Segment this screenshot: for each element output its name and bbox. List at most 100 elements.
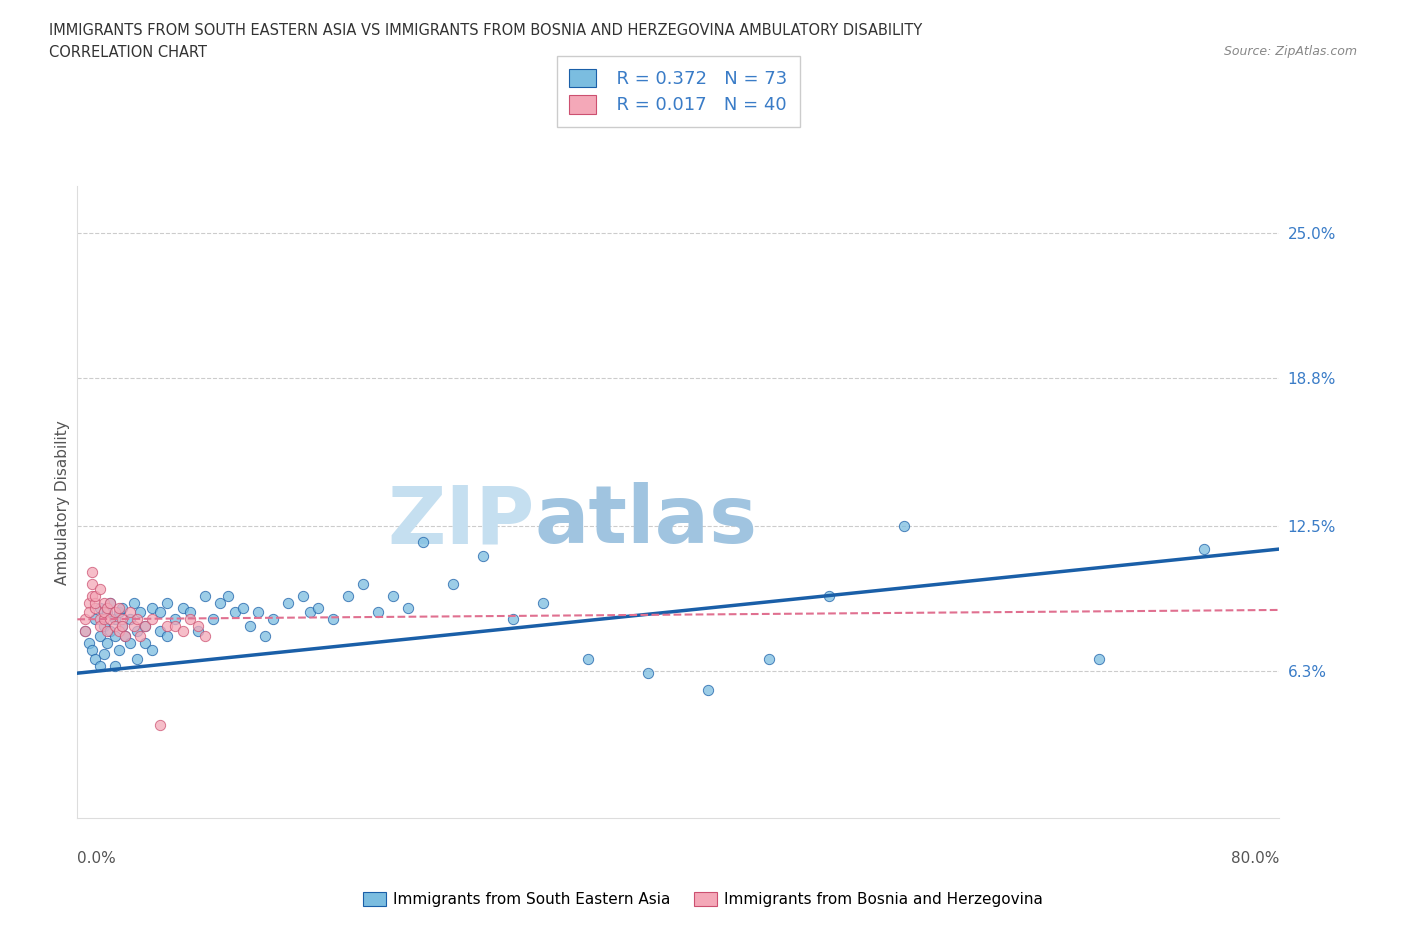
Point	[336, 589, 359, 604]
Point	[156, 629, 179, 644]
Point	[104, 612, 127, 627]
Point	[224, 604, 246, 619]
Point	[209, 595, 232, 610]
Point	[472, 549, 495, 564]
Point	[149, 604, 172, 619]
Point	[118, 604, 141, 619]
Point	[1194, 541, 1216, 556]
Point	[114, 629, 136, 644]
Point	[96, 604, 118, 619]
Point	[141, 612, 163, 627]
Point	[82, 643, 104, 658]
Point	[73, 624, 96, 639]
Point	[93, 604, 115, 619]
Point	[127, 624, 149, 639]
Point	[246, 604, 269, 619]
Point	[352, 577, 374, 591]
Point	[114, 629, 136, 644]
Point	[149, 624, 172, 639]
Point	[124, 618, 146, 633]
Point	[108, 600, 131, 615]
Point	[93, 612, 115, 627]
Point	[381, 589, 404, 604]
Point	[502, 612, 524, 627]
Point	[307, 600, 329, 615]
Point	[156, 595, 179, 610]
Point	[194, 589, 217, 604]
Point	[637, 666, 659, 681]
Point	[367, 604, 389, 619]
Point	[141, 643, 163, 658]
Point	[194, 629, 217, 644]
Point	[127, 652, 149, 667]
Point	[82, 589, 104, 604]
Point	[96, 635, 118, 650]
Point	[124, 595, 146, 610]
Point	[118, 635, 141, 650]
Point	[201, 612, 224, 627]
Text: IMMIGRANTS FROM SOUTH EASTERN ASIA VS IMMIGRANTS FROM BOSNIA AND HERZEGOVINA AMB: IMMIGRANTS FROM SOUTH EASTERN ASIA VS IM…	[49, 23, 922, 38]
Text: 80.0%: 80.0%	[1232, 851, 1279, 866]
Point	[84, 589, 107, 604]
Point	[100, 595, 122, 610]
Point	[111, 618, 134, 633]
Point	[100, 612, 122, 627]
Point	[134, 618, 156, 633]
Point	[172, 600, 194, 615]
Point	[100, 624, 122, 639]
Point	[187, 618, 209, 633]
Point	[291, 589, 314, 604]
Point	[89, 581, 111, 596]
Point	[89, 618, 111, 633]
Point	[179, 604, 201, 619]
Point	[93, 618, 115, 633]
Point	[96, 600, 118, 615]
Point	[73, 624, 96, 639]
Point	[531, 595, 554, 610]
Point	[127, 612, 149, 627]
Point	[108, 624, 131, 639]
Point	[89, 629, 111, 644]
Point	[254, 629, 277, 644]
Point	[299, 604, 322, 619]
Text: Source: ZipAtlas.com: Source: ZipAtlas.com	[1223, 45, 1357, 58]
Text: CORRELATION CHART: CORRELATION CHART	[49, 45, 207, 60]
Point	[79, 595, 101, 610]
Point	[149, 717, 172, 732]
Point	[104, 618, 127, 633]
Point	[89, 658, 111, 673]
Point	[179, 612, 201, 627]
Point	[187, 624, 209, 639]
Point	[893, 518, 915, 533]
Point	[134, 635, 156, 650]
Point	[89, 600, 111, 615]
Point	[93, 647, 115, 662]
Point	[156, 618, 179, 633]
Point	[100, 595, 122, 610]
Point	[84, 600, 107, 615]
Point	[239, 618, 262, 633]
Point	[84, 595, 107, 610]
Text: 0.0%: 0.0%	[77, 851, 117, 866]
Point	[84, 612, 107, 627]
Point	[104, 629, 127, 644]
Point	[84, 652, 107, 667]
Point	[108, 604, 131, 619]
Legend: Immigrants from South Eastern Asia, Immigrants from Bosnia and Herzegovina: Immigrants from South Eastern Asia, Immi…	[357, 885, 1049, 913]
Point	[129, 629, 152, 644]
Point	[141, 600, 163, 615]
Point	[1088, 652, 1111, 667]
Point	[217, 589, 239, 604]
Point	[134, 618, 156, 633]
Point	[163, 612, 186, 627]
Point	[262, 612, 284, 627]
Point	[576, 652, 599, 667]
Y-axis label: Ambulatory Disability: Ambulatory Disability	[55, 419, 70, 585]
Point	[104, 604, 127, 619]
Point	[817, 589, 839, 604]
Point	[758, 652, 780, 667]
Point	[118, 612, 141, 627]
Point	[104, 658, 127, 673]
Point	[79, 604, 101, 619]
Point	[322, 612, 344, 627]
